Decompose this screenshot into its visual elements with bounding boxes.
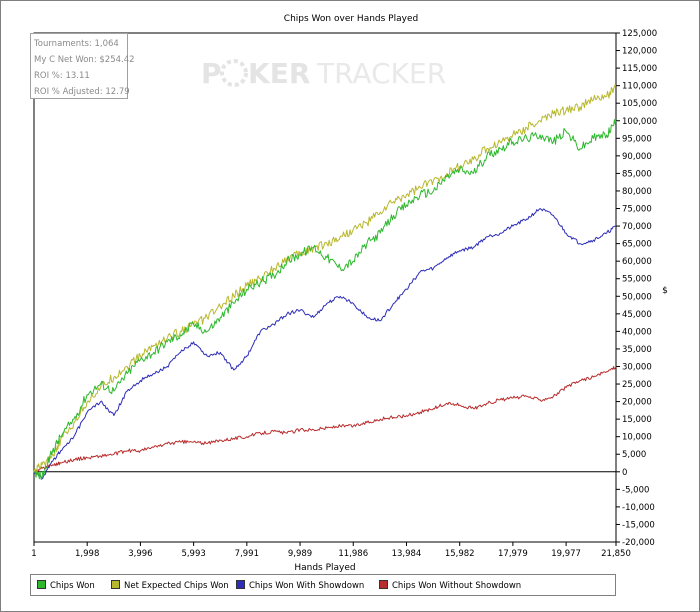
x-tick-label: 9,989 (288, 549, 312, 559)
series-line-chips-won-without-showdown (33, 366, 617, 474)
y-tick-label: 75,000 (622, 205, 652, 215)
series-line-chips-won (33, 119, 617, 481)
y-axis-label: $ (662, 286, 668, 296)
y-tick-label: 65,000 (622, 240, 652, 250)
legend-swatch-chips-won (37, 580, 46, 589)
y-tick-label: -5,000 (622, 485, 649, 495)
legend-label-without-showdown: Chips Won Without Showdown (392, 581, 522, 591)
legend: Chips Won Net Expected Chips Won Chips W… (30, 574, 616, 596)
x-tick-label: 3,996 (128, 549, 152, 559)
y-tick-label: 5,000 (622, 450, 646, 460)
stats-box: Tournaments: 1,064 My C Net Won: $254.42… (30, 33, 135, 99)
y-tick-label: 125,000 (622, 29, 657, 39)
y-tick-label: 30,000 (622, 362, 652, 372)
legend-item-chips-won: Chips Won (37, 580, 95, 591)
legend-label-net-expected: Net Expected Chips Won (124, 581, 229, 591)
y-tick-label: 105,000 (622, 99, 657, 109)
series-line-chips-won-with-showdown (33, 208, 617, 480)
pokertracker-watermark: P KER TRACKER (201, 57, 446, 90)
x-tick-label: 5,993 (181, 549, 205, 559)
y-tick-label: 45,000 (622, 310, 652, 320)
y-tick-label: 90,000 (622, 152, 652, 162)
y-tick-label: -20,000 (622, 538, 655, 548)
stat-tournaments: Tournaments: 1,064 (34, 39, 119, 49)
legend-label-chips-won: Chips Won (50, 581, 95, 591)
watermark-chip-icon (220, 59, 248, 87)
legend-label-with-showdown: Chips Won With Showdown (249, 581, 365, 591)
y-tick-label: 25,000 (622, 380, 652, 390)
watermark-text-left: P (201, 57, 222, 90)
stat-roi-adjusted: ROI % Adjusted: 12.79 (34, 87, 130, 97)
y-tick-label: 110,000 (622, 82, 657, 92)
y-tick-label: 50,000 (622, 292, 652, 302)
x-tick-label: 1 (31, 549, 36, 559)
y-tick-label: -10,000 (622, 503, 655, 513)
y-tick-label: 100,000 (622, 117, 657, 127)
series-line-net-expected-chips-won (33, 84, 617, 474)
stat-net-won: My C Net Won: $254.42 (34, 55, 135, 65)
y-tick-label: 60,000 (622, 257, 652, 267)
x-tick-label: 19,977 (551, 549, 581, 559)
legend-item-net-expected: Net Expected Chips Won (111, 580, 229, 591)
y-tick-label: 55,000 (622, 275, 652, 285)
y-tick-label: 35,000 (622, 345, 652, 355)
x-tick-label: 15,982 (445, 549, 475, 559)
x-tick-label: 21,850 (601, 549, 631, 559)
x-axis-label: Hands Played (294, 563, 355, 573)
y-tick-label: 40,000 (622, 327, 652, 337)
y-tick-label: 20,000 (622, 398, 652, 408)
watermark-text-right: TRACKER (316, 57, 446, 90)
x-tick-label: 7,991 (235, 549, 259, 559)
y-tick-label: -15,000 (622, 520, 655, 530)
y-tick-label: 15,000 (622, 415, 652, 425)
legend-swatch-without-showdown (379, 580, 388, 589)
plot-area (33, 32, 617, 543)
y-tick-label: 10,000 (622, 433, 652, 443)
legend-item-without-showdown: Chips Won Without Showdown (379, 580, 521, 591)
x-tick-label: 17,979 (498, 549, 528, 559)
y-tick-label: 80,000 (622, 187, 652, 197)
y-tick-label: 115,000 (622, 64, 657, 74)
y-tick-label: 70,000 (622, 222, 652, 232)
stat-roi: ROI %: 13.11 (34, 71, 90, 81)
legend-swatch-net-expected (111, 580, 120, 589)
chart-title: Chips Won over Hands Played (284, 14, 418, 24)
y-tick-label: 85,000 (622, 169, 652, 179)
x-tick-label: 1,998 (75, 549, 99, 559)
legend-swatch-with-showdown (236, 580, 245, 589)
x-tick-label: 13,984 (392, 549, 422, 559)
watermark-text-mid: KER (248, 57, 310, 90)
legend-item-with-showdown: Chips Won With Showdown (236, 580, 364, 591)
y-tick-label: 0 (622, 468, 627, 478)
y-tick-label: 120,000 (622, 47, 657, 57)
y-tick-label: 95,000 (622, 134, 652, 144)
x-tick-label: 11,986 (338, 549, 368, 559)
